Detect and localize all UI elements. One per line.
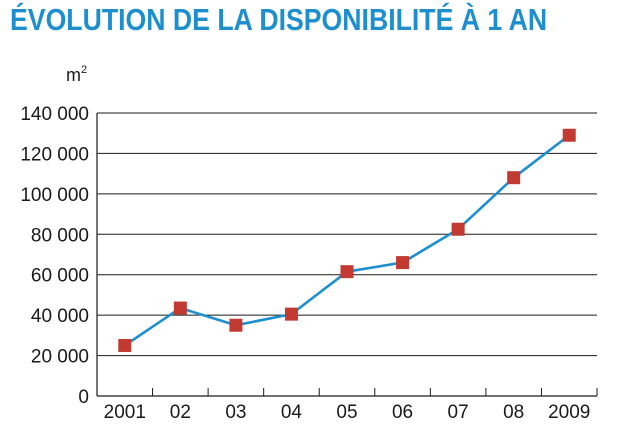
x-tick-label: 05 [336, 402, 357, 423]
y-tick-label: 20 000 [31, 347, 89, 368]
axes [96, 113, 598, 397]
y-tick-label: 60 000 [31, 266, 89, 287]
x-tick-label: 07 [448, 402, 469, 423]
y-axis-unit-superscript: 2 [81, 64, 87, 76]
y-tick-label: 120 000 [20, 144, 89, 165]
x-tick-label: 02 [170, 402, 191, 423]
x-tick-label: 06 [392, 402, 413, 423]
x-tick-label: 2001 [104, 402, 146, 423]
y-tick-labels: 0 20 000 40 000 60 000 80 000 100 000 120 000 1… [20, 104, 89, 408]
x-tick-labels: 2001 02 03 04 05 06 07 08 2009 [104, 402, 591, 423]
y-tick-label: 80 000 [31, 225, 89, 246]
data-point-marker [284, 307, 298, 321]
chart-title: ÉVOLUTION DE LA DISPONIBILITÉ À 1 AN [10, 2, 548, 37]
data-series [118, 128, 576, 352]
y-axis-unit-label: m2 [66, 64, 87, 85]
x-tick-label: 03 [225, 402, 246, 423]
y-tick-label: 100 000 [20, 185, 89, 206]
y-tick-label: 0 [78, 387, 89, 408]
grid-lines [97, 112, 597, 357]
data-point-marker [396, 256, 410, 270]
data-point-marker [340, 265, 354, 279]
y-axis-unit-base: m [66, 65, 81, 85]
data-point-marker [118, 338, 132, 352]
x-tick-label: 2009 [548, 402, 590, 423]
y-tick-label: 140 000 [20, 104, 89, 125]
y-tick-label: 40 000 [31, 306, 89, 327]
data-point-marker [229, 318, 243, 332]
data-point-marker [451, 222, 465, 236]
data-point-marker [507, 171, 521, 185]
series-line [124, 134, 571, 347]
data-point-marker [173, 301, 187, 315]
x-tick-label: 08 [503, 402, 524, 423]
x-tick-label: 04 [281, 402, 303, 423]
data-point-marker [562, 128, 576, 142]
